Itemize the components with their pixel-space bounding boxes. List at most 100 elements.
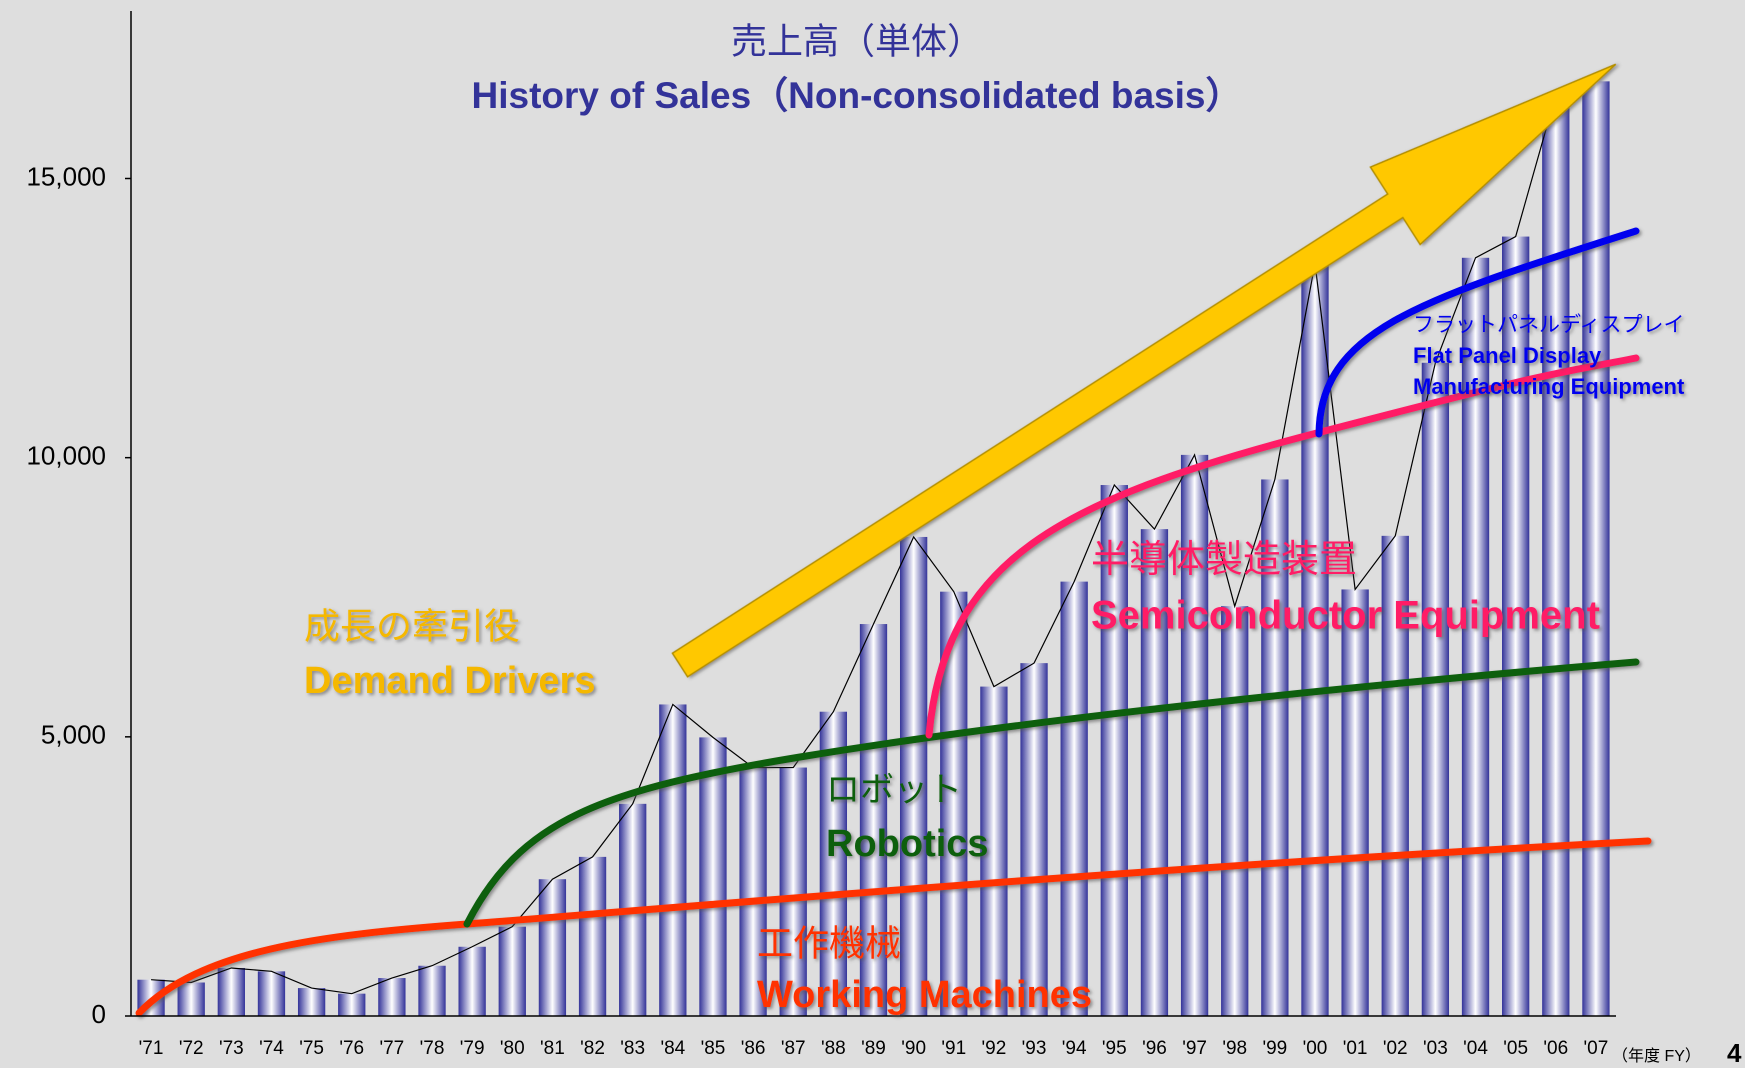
annotation: 成長の牽引役: [304, 606, 520, 647]
x-tick-label: '80: [500, 1038, 525, 1059]
annotation: Robotics: [826, 823, 989, 865]
bar: [1381, 535, 1409, 1016]
x-tick-label: '85: [701, 1038, 726, 1059]
bar: [739, 767, 767, 1016]
x-unit-label: （年度 FY）: [1612, 1047, 1701, 1065]
chart-subtitle: History of Sales（Non-consolidated basis）: [472, 75, 1243, 116]
x-tick-label: '03: [1423, 1038, 1448, 1059]
bar: [1100, 485, 1128, 1016]
x-tick-label: '72: [179, 1038, 204, 1059]
x-tick-label: '99: [1262, 1038, 1287, 1059]
bar: [338, 993, 366, 1016]
bar: [1461, 257, 1490, 1016]
bar: [819, 711, 848, 1016]
bar: [1060, 581, 1088, 1016]
bar: [1502, 236, 1530, 1017]
x-tick-label: '90: [901, 1038, 926, 1059]
y-tick-label: 0: [92, 999, 106, 1029]
bar: [1582, 81, 1610, 1017]
x-tick-label: '83: [620, 1038, 645, 1059]
x-tick-label: '93: [1022, 1038, 1047, 1059]
x-tick-label: '04: [1463, 1038, 1488, 1059]
bar: [779, 767, 807, 1016]
fpd-curve: [1315, 227, 1640, 438]
bar: [578, 856, 607, 1016]
arrow-shape: [671, 63, 1617, 678]
bar: [1301, 263, 1329, 1016]
x-tick-label: '98: [1222, 1038, 1247, 1059]
bar: [1261, 479, 1289, 1017]
x-tick-label: '95: [1102, 1038, 1127, 1059]
y-tick-label: 5,000: [41, 720, 106, 750]
x-tick-label: '71: [139, 1038, 164, 1059]
x-tick-label: '88: [821, 1038, 846, 1059]
x-tick-label: '96: [1142, 1038, 1167, 1059]
x-tick-label: '92: [982, 1038, 1007, 1059]
bar: [177, 982, 205, 1016]
x-tick-label: '01: [1343, 1038, 1368, 1059]
bar: [418, 965, 446, 1016]
y-tick-label: 10,000: [26, 441, 106, 471]
annotation: 工作機械: [757, 923, 901, 964]
bar: [1421, 362, 1450, 1016]
x-tick-label: '74: [259, 1038, 284, 1059]
bar: [1341, 589, 1369, 1016]
x-tick-label: '02: [1383, 1038, 1408, 1059]
x-tick-label: '78: [420, 1038, 445, 1059]
bar: [538, 879, 567, 1016]
annotation: ロボット: [826, 771, 962, 809]
bar: [699, 737, 727, 1016]
x-tick-label: '91: [941, 1038, 966, 1059]
bar: [899, 536, 928, 1016]
bar: [498, 926, 526, 1016]
x-tick-label: '81: [540, 1038, 565, 1059]
bar: [859, 624, 888, 1016]
x-tick-label: '06: [1543, 1038, 1568, 1059]
bar: [1180, 454, 1209, 1016]
page-number: 4: [1727, 1038, 1742, 1068]
x-tick-label: '89: [861, 1038, 886, 1059]
bar: [1221, 606, 1249, 1016]
x-tick-label: '00: [1303, 1038, 1328, 1059]
bar: [1020, 663, 1048, 1016]
x-tick-label: '73: [219, 1038, 244, 1059]
x-tick-label: '79: [460, 1038, 485, 1059]
bar: [1140, 529, 1169, 1016]
working-machines-curve: [135, 837, 1652, 1017]
x-tick-label: '86: [741, 1038, 766, 1059]
bar: [659, 704, 687, 1016]
x-tick-label: '07: [1584, 1038, 1609, 1059]
bar: [257, 971, 286, 1016]
annotation: Working Machines: [757, 974, 1092, 1016]
y-tick-label: 15,000: [26, 161, 106, 191]
semiconductor-curve: [925, 354, 1640, 739]
trend-curves: [135, 227, 1652, 1017]
x-tick-label: '94: [1062, 1038, 1087, 1059]
x-tick-label: '77: [379, 1038, 404, 1059]
bar: [378, 978, 406, 1016]
annotations: 成長の牽引役 Demand Drivers ロボット Robotics 工作機械…: [304, 314, 1685, 1016]
sales-line: [151, 80, 1597, 995]
robotics-curve: [463, 658, 1640, 928]
x-tick-label: '82: [580, 1038, 605, 1059]
bar: [458, 946, 486, 1016]
x-tick-label: '84: [660, 1038, 685, 1059]
bars: [137, 80, 1610, 1017]
growth-arrow: [671, 63, 1617, 678]
annotation: Demand Drivers: [304, 660, 595, 702]
chart-title: 売上高（単体）: [731, 21, 983, 62]
annotation: 半導体製造装置: [1091, 539, 1357, 581]
x-tick-label: '75: [299, 1038, 324, 1059]
bar: [980, 686, 1008, 1016]
x-tick-label: '76: [339, 1038, 364, 1059]
x-tick-label: '97: [1182, 1038, 1207, 1059]
bar: [297, 988, 326, 1016]
x-tick-label: '05: [1503, 1038, 1528, 1059]
bar: [217, 967, 245, 1016]
annotation: Manufacturing Equipment: [1413, 374, 1685, 399]
bar: [1542, 94, 1570, 1016]
x-tick-label: '87: [781, 1038, 806, 1059]
annotation: Flat Panel Display: [1413, 343, 1602, 368]
